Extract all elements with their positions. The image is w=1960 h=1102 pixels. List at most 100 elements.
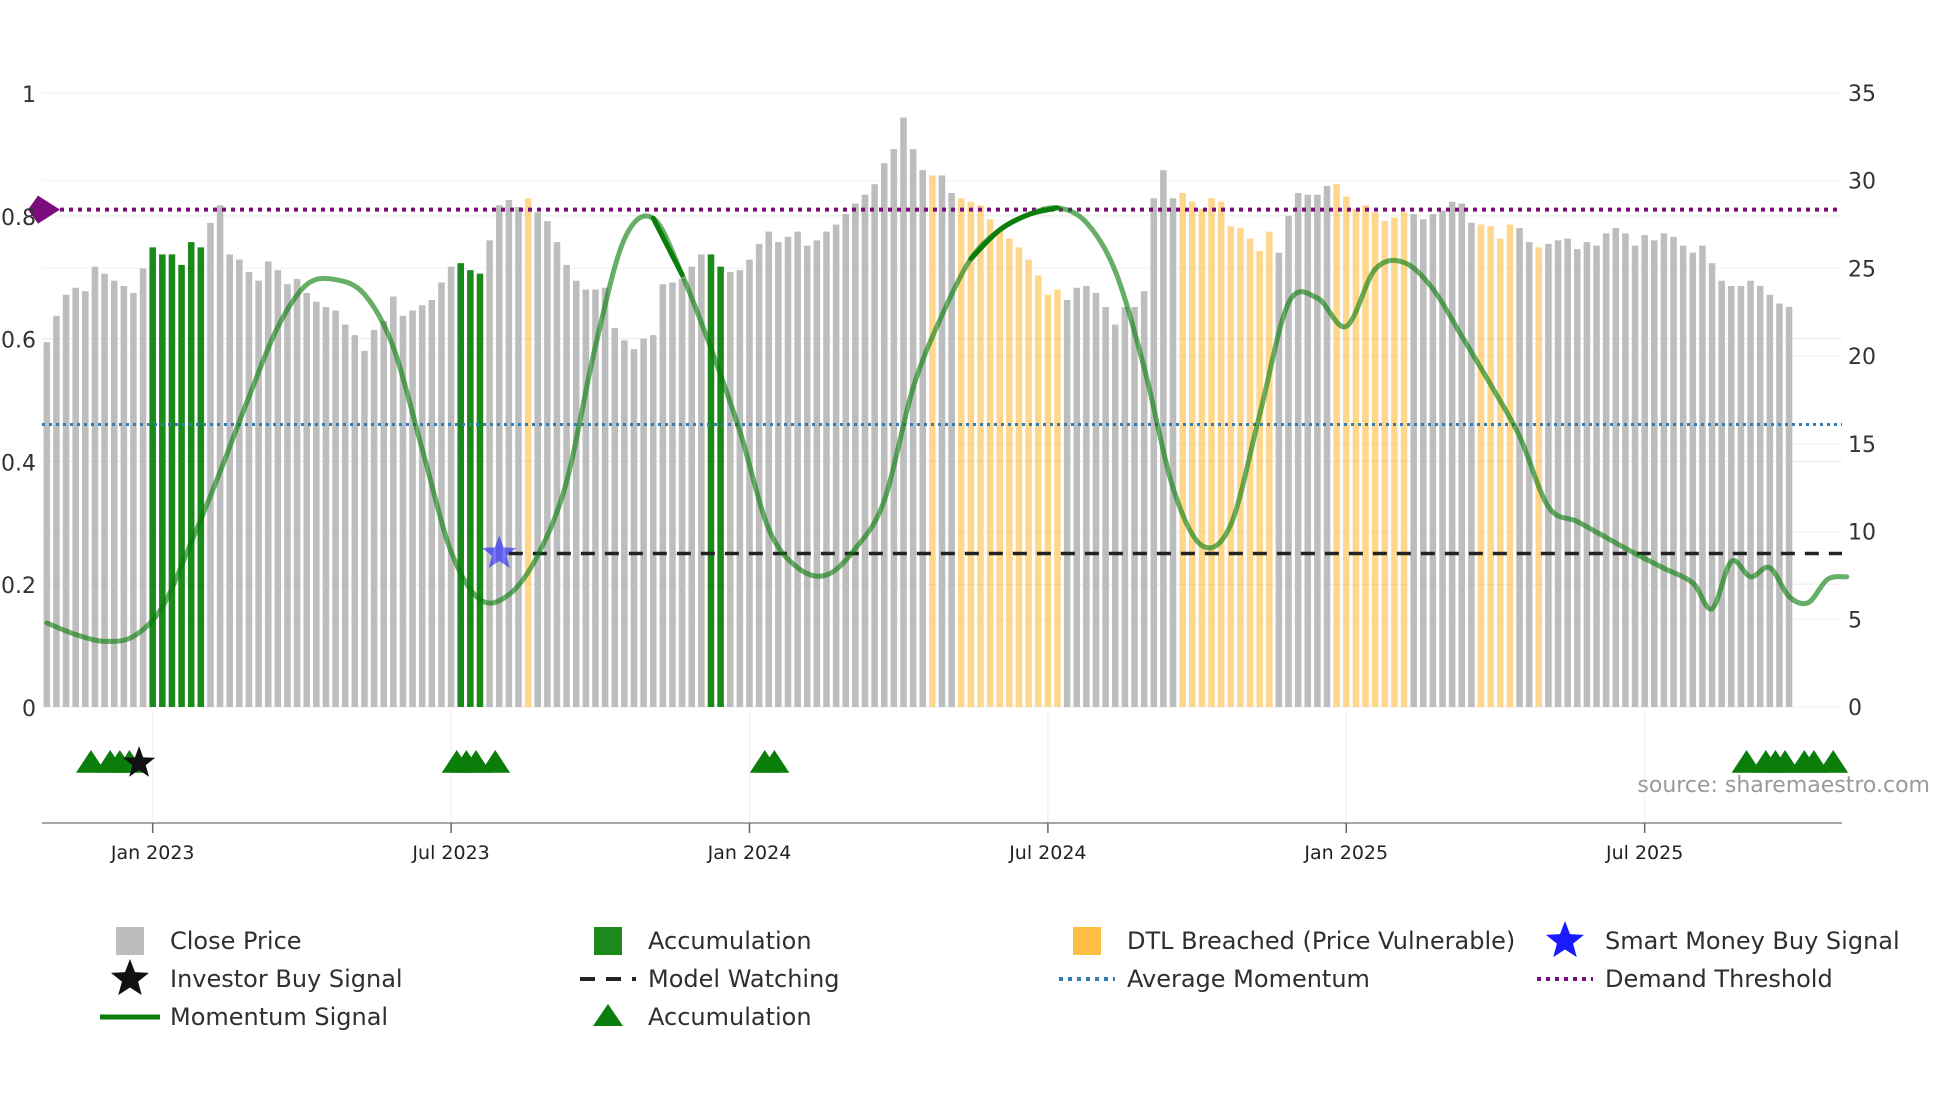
close-price-bar bbox=[948, 192, 955, 708]
right-axis-tick-label: 30 bbox=[1848, 170, 1876, 195]
close-price-bar bbox=[611, 328, 618, 707]
legend-label: Average Momentum bbox=[1127, 965, 1370, 993]
close-price-bar bbox=[794, 231, 801, 708]
close-price-bar bbox=[1631, 245, 1639, 707]
right-axis-tick-label: 25 bbox=[1848, 257, 1876, 282]
close-price-bar bbox=[861, 194, 869, 708]
dtl-breached-bar bbox=[977, 205, 984, 707]
close-price-bar bbox=[601, 287, 609, 707]
close-price-bar bbox=[640, 338, 647, 707]
legend-triangle-icon bbox=[593, 1004, 623, 1026]
close-price-bar bbox=[264, 261, 272, 707]
accumulation-bar bbox=[467, 270, 474, 707]
accumulation-triangle-marker bbox=[759, 750, 790, 773]
close-price-bar bbox=[900, 117, 907, 707]
close-price-bar bbox=[255, 280, 262, 707]
accumulation-triangle-marker bbox=[75, 750, 106, 773]
close-price-bar bbox=[486, 240, 493, 708]
close-price-bar bbox=[1660, 233, 1668, 708]
x-axis-tick-label: Jul 2024 bbox=[1008, 842, 1086, 864]
dtl-breached-bar bbox=[1179, 192, 1186, 708]
close-price-bar bbox=[409, 310, 416, 707]
accumulation-bar bbox=[149, 247, 156, 707]
close-price-bar bbox=[505, 200, 513, 708]
close-price-bar bbox=[775, 242, 782, 707]
accumulation-bar bbox=[457, 263, 464, 707]
close-price-bar bbox=[1285, 215, 1292, 708]
demand-threshold-marker bbox=[28, 195, 60, 224]
close-price-bar bbox=[207, 222, 214, 707]
close-price-bar bbox=[226, 254, 233, 707]
close-price-bar bbox=[380, 321, 387, 707]
close-price-bar bbox=[1545, 243, 1552, 707]
dtl-breached-bar bbox=[986, 219, 994, 707]
close-price-bar bbox=[880, 163, 888, 707]
close-price-bar bbox=[823, 231, 830, 708]
close-price-bar bbox=[572, 280, 580, 707]
close-price-bar bbox=[1314, 194, 1321, 708]
legend-square-icon bbox=[594, 927, 622, 955]
investor-buy-signal-star bbox=[122, 746, 156, 777]
x-axis-tick-label: Jan 2025 bbox=[1303, 842, 1388, 864]
close-price-bar bbox=[1140, 291, 1148, 707]
close-price-bar bbox=[139, 268, 147, 707]
close-price-bar bbox=[1593, 245, 1600, 707]
close-price-bar bbox=[236, 259, 243, 707]
close-price-bar bbox=[1602, 233, 1610, 708]
legend-star-icon bbox=[1545, 921, 1585, 958]
close-price-bar bbox=[832, 224, 840, 708]
close-price-bar bbox=[1776, 303, 1783, 707]
close-price-bar bbox=[1583, 242, 1591, 707]
close-price-bar bbox=[1785, 307, 1793, 707]
close-price-bar bbox=[245, 271, 253, 707]
right-axis-tick-label: 10 bbox=[1848, 521, 1876, 546]
close-price-bar bbox=[341, 324, 349, 707]
dtl-breached-bar bbox=[1054, 289, 1061, 707]
legend: Close Price Accumulation DTL Breached (Pri… bbox=[100, 921, 1900, 1031]
close-price-bar bbox=[120, 285, 128, 707]
close-price-bar bbox=[303, 292, 310, 707]
dtl-breached-bar bbox=[1497, 238, 1504, 707]
legend-label: Accumulation bbox=[648, 1003, 812, 1031]
left-axis-tick-label: 1 bbox=[22, 83, 36, 108]
close-price-bar bbox=[1169, 198, 1177, 707]
close-price-bar bbox=[1092, 292, 1100, 707]
close-price-bar bbox=[1083, 285, 1090, 707]
dtl-breached-bar bbox=[1391, 217, 1398, 707]
close-price-bar bbox=[1554, 240, 1562, 708]
close-price-bar bbox=[274, 270, 282, 707]
close-price-bar bbox=[698, 254, 705, 707]
close-price-bar bbox=[1574, 249, 1581, 708]
close-price-bar bbox=[1121, 307, 1129, 707]
dtl-breached-bar bbox=[1256, 250, 1263, 707]
close-price-bar bbox=[1747, 280, 1754, 707]
legend-square-icon bbox=[116, 927, 144, 955]
dtl-breached-bar bbox=[1044, 294, 1052, 707]
x-axis-tick-label: Jan 2023 bbox=[110, 842, 195, 864]
dtl-breached-bar bbox=[1227, 226, 1235, 707]
momentum-signal-path bbox=[44, 205, 1850, 644]
close-price-bar bbox=[1679, 245, 1687, 707]
close-price-bar bbox=[726, 271, 734, 707]
close-price-bar bbox=[1708, 263, 1716, 707]
close-price-bar bbox=[890, 149, 898, 707]
momentum-signal-line bbox=[44, 205, 1850, 644]
dtl-breached-bar bbox=[1266, 231, 1273, 708]
accumulation-triangle-marker bbox=[480, 750, 511, 773]
dtl-breached-bar bbox=[929, 175, 936, 708]
close-price-bar bbox=[1073, 287, 1081, 707]
close-price-bar bbox=[1525, 242, 1533, 707]
close-price-bar bbox=[813, 240, 821, 708]
close-price-bar bbox=[1718, 280, 1725, 707]
left-axis-tick-label: 0.2 bbox=[1, 574, 36, 599]
close-price-bar bbox=[91, 266, 99, 707]
close-price-bar bbox=[1641, 235, 1648, 707]
close-price-bar bbox=[1516, 228, 1523, 707]
dtl-breached-bar bbox=[996, 229, 1004, 707]
close-price-bar bbox=[1699, 245, 1706, 707]
left-axis-tick-label: 0.8 bbox=[1, 206, 36, 231]
close-price-bar bbox=[852, 203, 859, 707]
x-axis-tick-label: Jan 2024 bbox=[707, 842, 792, 864]
